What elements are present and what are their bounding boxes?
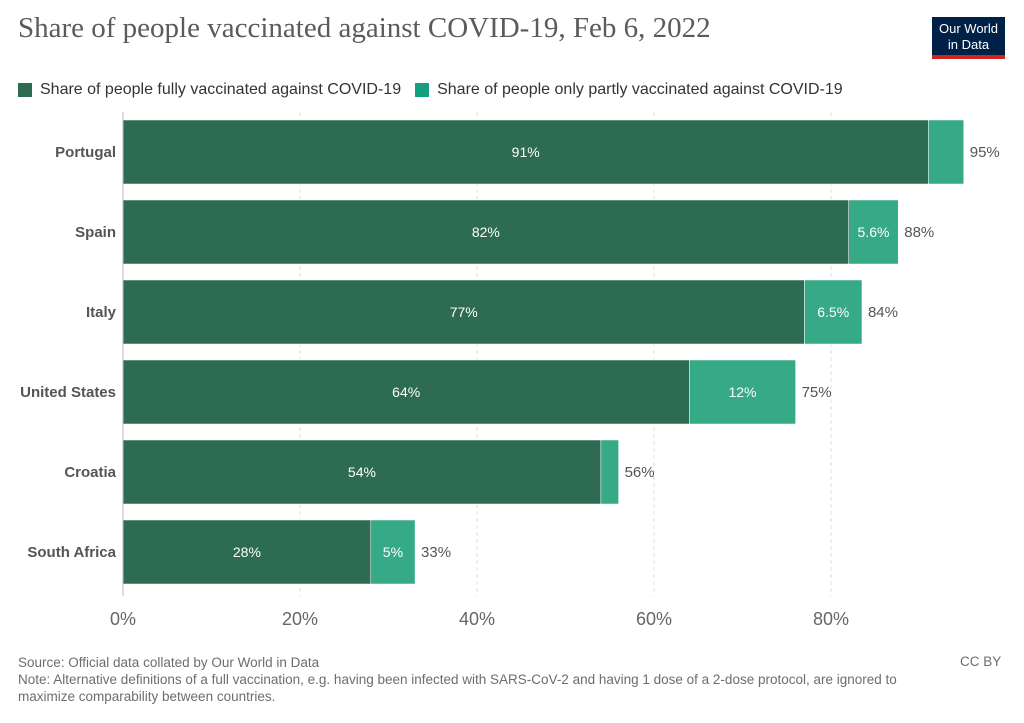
legend-item-partly[interactable]: Share of people only partly vaccinated a…	[415, 81, 843, 99]
bar-fully-portugal	[122, 119, 929, 185]
bar-fully-united-states	[122, 359, 690, 425]
legend-label-fully: Share of people fully vaccinated against…	[40, 81, 402, 98]
x-tick-label-40: 40%	[459, 609, 495, 629]
x-tick-label-0: 0%	[110, 609, 136, 629]
total-label-italy: 84%	[868, 304, 898, 321]
category-label-italy: Italy	[86, 304, 117, 321]
bar-fully-spain	[122, 199, 849, 265]
category-label-south-africa: South Africa	[27, 544, 116, 561]
category-label-united-states: United States	[20, 384, 116, 401]
x-tick-label-80: 80%	[813, 609, 849, 629]
value-label-partly-united-states: 12%	[728, 384, 756, 400]
x-tick-label-60: 60%	[636, 609, 672, 629]
owid-logo[interactable]: Our World in Data	[932, 17, 1005, 59]
value-label-fully-croatia: 54%	[348, 464, 376, 480]
license-text[interactable]: CC BY	[960, 654, 1002, 669]
category-label-portugal: Portugal	[55, 144, 116, 161]
value-label-partly-spain: 5.6%	[858, 224, 890, 240]
bar-partly-south-africa	[370, 519, 416, 585]
chart-title: Share of people vaccinated against COVID…	[18, 12, 711, 44]
bar-partly-croatia	[600, 439, 619, 505]
value-label-fully-south-africa: 28%	[233, 544, 261, 560]
legend-swatch-partly	[415, 83, 430, 97]
bar-partly-italy	[804, 279, 863, 345]
value-label-partly-italy: 6.5%	[817, 304, 849, 320]
logo-line-1: Our World	[939, 21, 998, 36]
chart-footer: Source: Official data collated by Our Wo…	[18, 654, 948, 705]
value-label-fully-spain: 82%	[472, 224, 500, 240]
category-label-spain: Spain	[75, 224, 116, 241]
bar-fully-croatia	[122, 439, 602, 505]
total-label-spain: 88%	[904, 224, 934, 241]
logo-line-2: in Data	[947, 37, 990, 52]
bar-partly-spain	[848, 199, 899, 265]
bar-fully-italy	[122, 279, 805, 345]
value-label-fully-italy: 77%	[450, 304, 478, 320]
legend-label-partly: Share of people only partly vaccinated a…	[437, 81, 843, 98]
source-text: Source: Official data collated by Our Wo…	[18, 655, 320, 670]
note-text: Note: Alternative definitions of a full …	[18, 672, 897, 704]
value-label-fully-portugal: 91%	[512, 144, 540, 160]
legend: Share of people fully vaccinated against…	[18, 80, 857, 100]
total-label-portugal: 95%	[970, 144, 1000, 161]
total-label-croatia: 56%	[625, 464, 655, 481]
total-label-south-africa: 33%	[421, 544, 451, 561]
legend-swatch-fully	[18, 83, 32, 97]
value-label-fully-united-states: 64%	[392, 384, 420, 400]
total-label-united-states: 75%	[802, 384, 832, 401]
bar-fully-south-africa	[122, 519, 372, 585]
value-label-partly-south-africa: 5%	[383, 544, 403, 560]
x-tick-label-20: 20%	[282, 609, 318, 629]
bar-partly-portugal	[928, 119, 964, 185]
category-label-croatia: Croatia	[64, 464, 116, 481]
bar-partly-united-states	[689, 359, 796, 425]
legend-item-fully[interactable]: Share of people fully vaccinated against…	[18, 81, 401, 99]
